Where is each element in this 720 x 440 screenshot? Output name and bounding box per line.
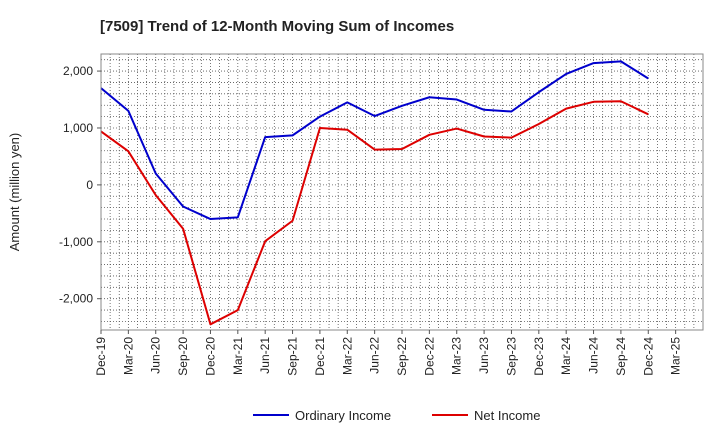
- x-ticks: Dec-19 Mar-20 Jun-20 Sep-20 Dec-20 Mar-21 Jun-…: [94, 330, 683, 376]
- x-tick-label: Mar-25: [669, 337, 683, 375]
- y-tick-label: 1,000: [63, 121, 93, 135]
- series-layer: [100, 60, 649, 326]
- x-tick-label: Mar-21: [231, 337, 245, 375]
- x-tick-label: Sep-20: [176, 337, 190, 376]
- x-tick-label: Mar-23: [450, 337, 464, 375]
- x-tick-label: Jun-22: [368, 337, 382, 374]
- series-line-net-income: [100, 100, 649, 326]
- y-tick-label: 2,000: [63, 64, 93, 78]
- x-tick-label: Sep-22: [395, 337, 409, 376]
- x-tick-label: Jun-24: [587, 337, 601, 374]
- y-tick-label: 0: [86, 178, 93, 192]
- y-axis-label: Amount (million yen): [7, 133, 22, 252]
- x-tick-label: Dec-20: [203, 337, 217, 376]
- legend-label: Net Income: [474, 408, 540, 423]
- y-tick-label: -2,000: [59, 292, 93, 306]
- x-tick-label: Jun-23: [477, 337, 491, 374]
- x-tick-label: Dec-22: [422, 337, 436, 376]
- x-tick-label: Sep-24: [614, 337, 628, 376]
- x-tick-label: Sep-21: [286, 337, 300, 376]
- y-tick-label: -1,000: [59, 235, 93, 249]
- x-tick-label: Sep-23: [504, 337, 518, 376]
- x-tick-label: Dec-24: [641, 337, 655, 376]
- series-line-ordinary-income: [100, 60, 649, 221]
- chart-title: [7509] Trend of 12-Month Moving Sum of I…: [100, 18, 454, 35]
- x-tick-label: Dec-21: [313, 337, 327, 376]
- x-tick-label: Mar-20: [121, 337, 135, 375]
- x-tick-label: Jun-20: [149, 337, 163, 374]
- legend: Ordinary Income Net Income: [253, 408, 540, 423]
- x-tick-label: Dec-23: [532, 337, 546, 376]
- legend-label: Ordinary Income: [295, 408, 391, 423]
- x-tick-label: Mar-22: [340, 337, 354, 375]
- x-tick-label: Mar-24: [559, 337, 573, 375]
- x-tick-label: Dec-19: [94, 337, 108, 376]
- x-tick-label: Jun-21: [258, 337, 272, 374]
- y-ticks: 2,000 1,000 0 -1,000 -2,000: [59, 64, 101, 306]
- grid: [101, 54, 703, 330]
